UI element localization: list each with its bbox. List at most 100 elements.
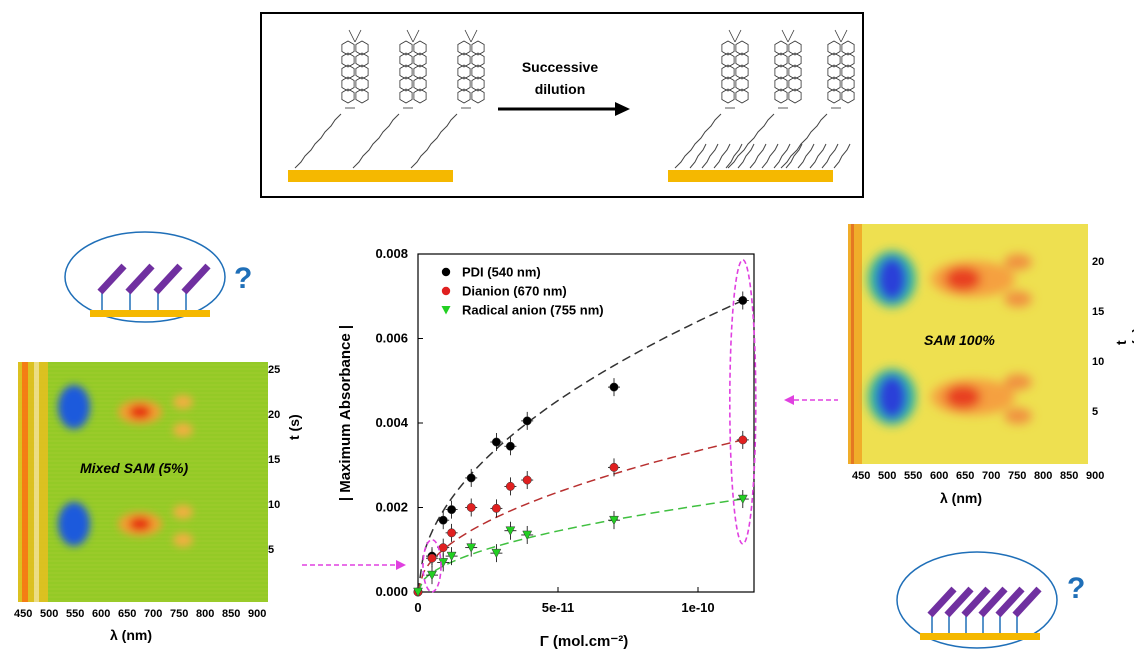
data-point [447, 505, 457, 515]
x-tick-label: 700 [982, 470, 1001, 482]
data-point [438, 543, 448, 553]
cartoon-substrate [90, 310, 210, 317]
legend-marker [441, 306, 451, 315]
arrow-label-line1: Successive [522, 59, 598, 75]
diluent-chain [809, 143, 827, 169]
sam-100-label: SAM 100% [924, 332, 995, 348]
cartoon-pdi [995, 586, 1025, 618]
heatmap-left-xlabel: λ (nm) [110, 627, 152, 643]
fit-curve [417, 439, 743, 593]
cartoon-pdi [97, 263, 127, 295]
data-point [505, 526, 516, 536]
diluent-chain [737, 143, 755, 169]
y-tick-label: 20 [1092, 256, 1105, 268]
mixed-sam-label: Mixed SAM (5%) [80, 460, 189, 476]
x-tick-label: 650 [118, 608, 137, 620]
legend-label: Radical anion (755 nm) [462, 303, 604, 318]
y-tick-label: 0.000 [375, 584, 408, 599]
x-tick-label: 5e-11 [542, 600, 575, 615]
diluent-chain [749, 143, 767, 169]
cartoon-pdi [181, 263, 211, 295]
heatmap-mixed-sam [18, 362, 268, 602]
x-tick-label: 650 [956, 470, 975, 482]
scheme-diagram: Successive dilution [288, 29, 855, 182]
x-tick-label: 600 [92, 608, 111, 620]
y-tick-label: 15 [1092, 306, 1105, 318]
x-tick-label: 900 [1086, 470, 1105, 482]
data-point [609, 462, 619, 472]
data-point [427, 570, 437, 581]
data-point [491, 548, 502, 559]
x-tick-label: 800 [1034, 470, 1053, 482]
cartoon-pdi [1012, 586, 1042, 618]
absorbance-chart: 0.000 0.002 0.004 0.006 0.008 0 5e-11 1e-10 PDI… [337, 246, 757, 650]
x-axis-label: Γ (mol.cm⁻²) [540, 633, 629, 650]
cartoon-pdi [153, 263, 183, 295]
data-point [505, 481, 515, 491]
highlight-ellipse-low [422, 539, 442, 593]
data-point [491, 437, 501, 447]
y-tick-label: 0.004 [375, 415, 408, 430]
data-point [466, 543, 477, 553]
diluent-chain [725, 143, 743, 169]
data-point [466, 473, 476, 483]
sam-cartoon-full [896, 551, 1058, 649]
question-mark-right: ? [1067, 572, 1086, 605]
sam-cartoon-mixed [64, 231, 226, 323]
data-point [466, 503, 476, 512]
data-point [427, 553, 437, 563]
diluent-chain [821, 143, 839, 169]
data-point [505, 441, 515, 451]
heatmap-right-yticks: 20 15 10 5 [1090, 224, 1120, 464]
x-tick-label: 800 [196, 608, 215, 620]
data-point [737, 494, 748, 505]
cartoon-pdi [125, 263, 155, 295]
fit-curve [417, 299, 744, 593]
cartoon-pdi [944, 586, 974, 618]
pdi-molecule [294, 29, 369, 169]
pdi-molecule [674, 29, 749, 169]
link-arrow-left [302, 560, 406, 570]
diluent-chain [701, 143, 719, 169]
x-tick-label: 550 [904, 470, 923, 482]
pdi-molecule [352, 29, 427, 169]
legend-label: PDI (540 nm) [462, 265, 541, 280]
y-axis-label: | Maximum Absorbance | [337, 325, 354, 501]
heatmap-right-xlabel: λ (nm) [940, 490, 982, 506]
x-tick-label: 500 [878, 470, 897, 482]
x-tick-label: 600 [930, 470, 949, 482]
link-arrow-right [784, 395, 838, 405]
scheme-box [260, 12, 864, 198]
pdi-molecules-right [674, 29, 855, 169]
heatmap-left-ylabel: t (s) [286, 414, 302, 440]
y-tick-label: 10 [1092, 356, 1105, 368]
heatmap-left-xticks: 450 500 550 600 650 700 750 800 850 900 [0, 608, 270, 624]
pdi-molecule [780, 29, 855, 169]
substrate-right [668, 170, 833, 182]
diluent-chain [773, 143, 791, 169]
cartoon-pdi [961, 586, 991, 618]
x-tick-label: 850 [222, 608, 241, 620]
x-tick-label: 900 [248, 608, 267, 620]
legend-marker [441, 267, 451, 277]
data-point [522, 530, 533, 540]
substrate-left [288, 170, 453, 182]
heatmap-left-yticks: 25 20 15 10 5 [266, 362, 296, 562]
data-point [446, 551, 457, 562]
fit-curve [417, 498, 743, 593]
data-point [438, 515, 448, 525]
data-point [522, 475, 532, 485]
diluent-chain [797, 143, 815, 169]
y-tick-label: 20 [268, 409, 281, 421]
arrow-label-line2: dilution [535, 81, 586, 97]
data-point [738, 296, 748, 305]
y-tick-label: 25 [268, 364, 281, 376]
data-point [609, 382, 619, 392]
data-point [491, 503, 501, 513]
x-tick-label: 1e-10 [681, 600, 714, 615]
y-tick-label: 10 [268, 499, 281, 511]
diluent-chain [785, 143, 803, 169]
y-tick-label: 5 [1092, 406, 1099, 418]
data-point [413, 587, 423, 598]
x-tick-label: 850 [1060, 470, 1079, 482]
